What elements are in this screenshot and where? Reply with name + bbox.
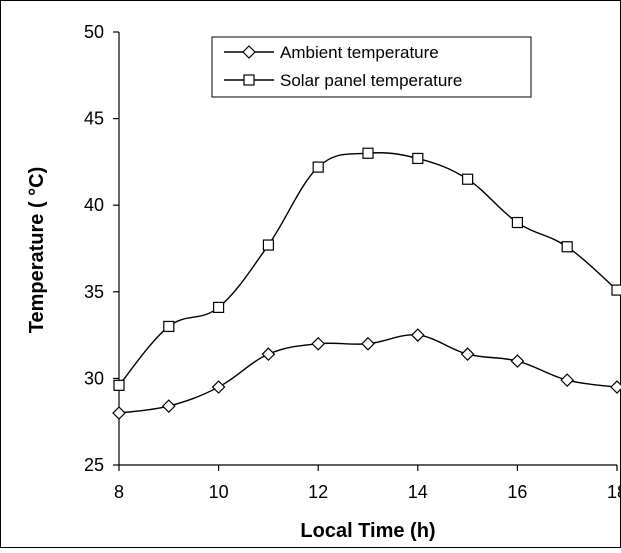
x-axis-title: Local Time (h) bbox=[300, 520, 435, 542]
legend-label-solar-panel: Solar panel temperature bbox=[280, 71, 462, 90]
y-tick-label: 25 bbox=[84, 455, 104, 475]
ambient-data-point bbox=[560, 373, 575, 387]
legend: Ambient temperature Solar panel temperatu… bbox=[211, 36, 532, 98]
ambient-data-point bbox=[112, 406, 126, 420]
solar-panel-data-point bbox=[412, 152, 424, 165]
solar-panel-data-point bbox=[113, 379, 125, 391]
ambient-data-point bbox=[311, 336, 326, 351]
y-tick-label: 50 bbox=[84, 22, 104, 42]
x-tick-label: 16 bbox=[507, 482, 527, 502]
y-tick-label: 35 bbox=[84, 282, 104, 302]
plot-area: 25 30 35 40 45 50 8 10 12 14 16 18 bbox=[84, 22, 621, 502]
solar-panel-data-point bbox=[163, 320, 175, 333]
ambient-data-point bbox=[410, 328, 425, 342]
y-axis-title: Temperature ( °C) bbox=[26, 167, 48, 334]
y-tick-label: 45 bbox=[84, 109, 104, 129]
solar-panel-data-point bbox=[262, 239, 274, 251]
ambient-data-point bbox=[460, 347, 475, 362]
y-tick-label: 30 bbox=[84, 368, 104, 388]
ambient-data-point bbox=[610, 380, 621, 394]
y-tick-label: 40 bbox=[84, 195, 104, 215]
legend-marker-solar-panel bbox=[243, 74, 255, 86]
x-tick-label: 12 bbox=[308, 482, 328, 502]
solar-panel-data-point bbox=[462, 173, 474, 185]
ambient-data-point bbox=[261, 347, 276, 362]
x-tick-label: 8 bbox=[114, 482, 124, 502]
solar-panel-data-point bbox=[561, 241, 573, 253]
solar-panel-data-point bbox=[213, 301, 225, 313]
ambient-data-point bbox=[211, 380, 226, 394]
ambient-data-point bbox=[161, 399, 176, 413]
ambient-data-point bbox=[361, 336, 375, 351]
legend-marker-ambient bbox=[242, 45, 256, 59]
legend-label-ambient: Ambient temperature bbox=[280, 43, 439, 62]
solar-panel-data-point bbox=[611, 284, 621, 296]
solar-panel-data-point bbox=[312, 161, 324, 173]
x-tick-label: 10 bbox=[209, 482, 229, 502]
solar-panel-data-point bbox=[511, 216, 524, 229]
x-tick-label: 14 bbox=[408, 482, 428, 502]
legend-box bbox=[211, 36, 532, 98]
x-tick-label: 18 bbox=[607, 482, 621, 502]
ambient-data-point bbox=[510, 354, 525, 368]
solar-panel-data-point bbox=[362, 147, 374, 159]
